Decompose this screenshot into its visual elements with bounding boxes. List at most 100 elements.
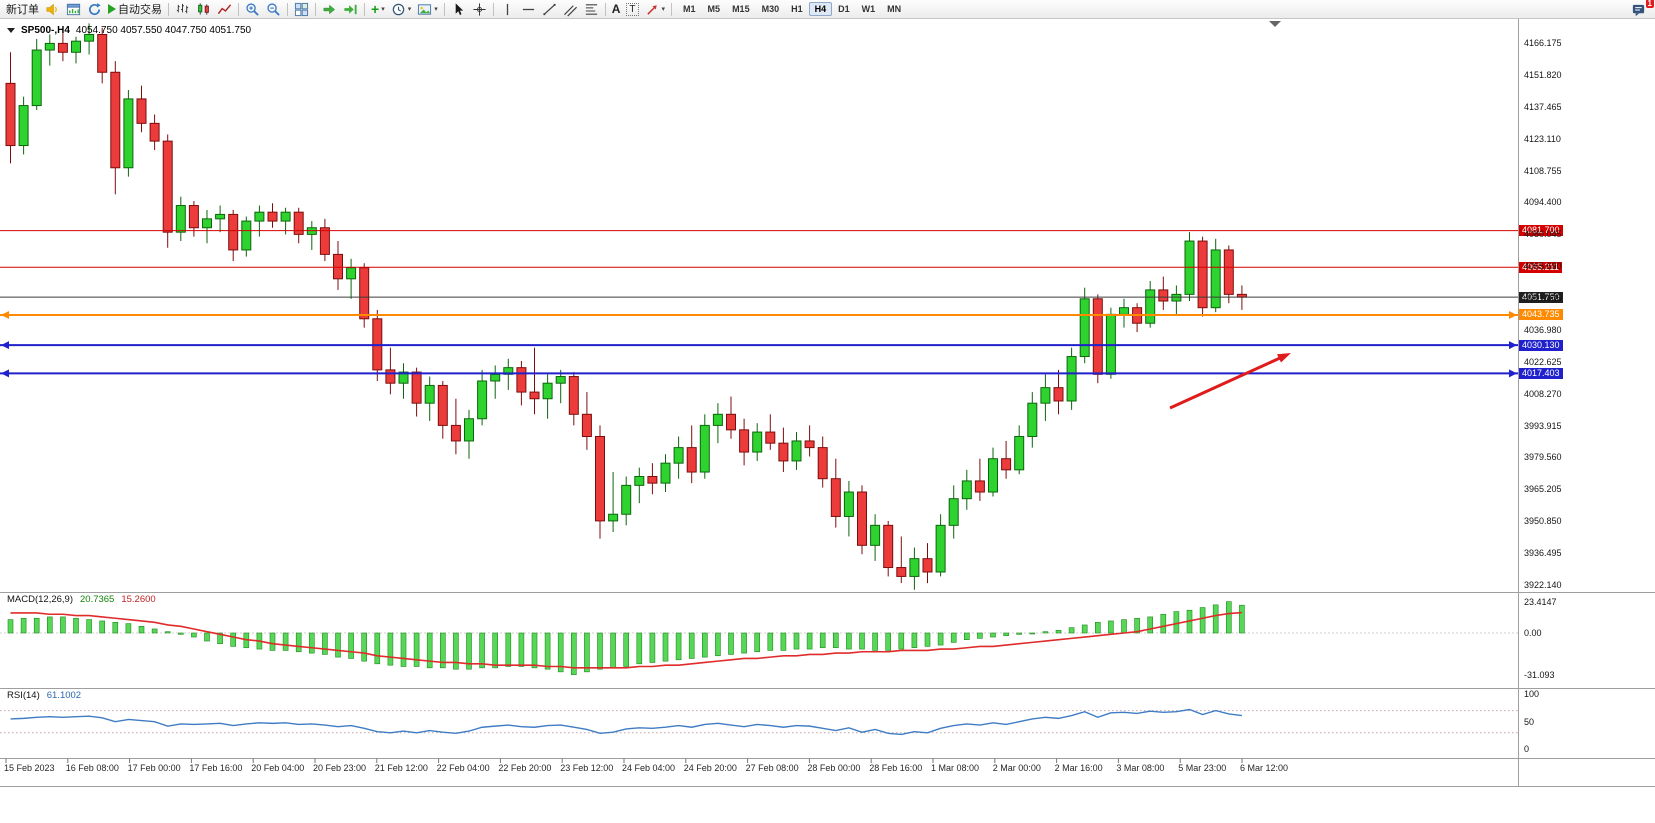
line-end-marker — [1509, 341, 1517, 350]
chart-shift-marker-icon[interactable] — [1269, 21, 1281, 27]
one-click-trading-icon[interactable] — [7, 28, 15, 33]
line-end-marker — [1, 369, 9, 378]
line-end-marker — [1, 310, 9, 319]
notification-badge: 1 — [1645, 0, 1654, 8]
new-order-button[interactable]: 新订单 — [3, 1, 42, 18]
text-button[interactable]: A — [609, 1, 624, 18]
cursor-icon — [455, 2, 463, 15]
channel-button[interactable] — [560, 1, 581, 18]
new-chart-icon — [66, 3, 81, 15]
macd-signal-line — [10, 611, 1242, 669]
text-label-button[interactable]: T — [623, 1, 641, 18]
toolbar-separator — [604, 2, 606, 16]
refresh-quotes-icon — [88, 2, 101, 15]
toolbar-separator — [492, 2, 494, 16]
horizontal-line-icon — [522, 8, 534, 10]
chart-shift-button[interactable] — [340, 1, 361, 18]
periods-clock-icon — [392, 3, 404, 15]
templates-icon — [418, 3, 432, 15]
arrows-button[interactable]: ▾ — [642, 1, 669, 18]
chevron-down-icon: ▾ — [407, 5, 412, 13]
toolbar-separator — [315, 2, 316, 16]
macd-histogram — [7, 601, 1245, 675]
auto-trading-button[interactable]: 自动交易 — [105, 1, 165, 18]
trendline-icon — [543, 3, 556, 15]
zoom-in-button[interactable] — [242, 1, 263, 18]
auto-trading-label: 自动交易 — [118, 4, 162, 16]
line-end-marker — [1509, 310, 1517, 319]
chart-symbol-period: SP500-,H4 — [21, 25, 70, 36]
macd-signal-value: 15.2600 — [121, 594, 156, 605]
toolbar-separator — [287, 2, 288, 16]
new-order-label: 新订单 — [6, 4, 39, 16]
line-chart-button[interactable] — [214, 1, 235, 18]
chevron-down-icon: ▾ — [381, 5, 385, 13]
vertical-line-button[interactable] — [497, 1, 518, 18]
chart-title-row: SP500-,H4 4054.750 4057.550 4047.750 405… — [7, 25, 251, 36]
macd-main-value: 20.7365 — [80, 594, 115, 605]
timeframe-mn[interactable]: MN — [887, 4, 902, 14]
trend-arrow-head — [1277, 353, 1291, 363]
chart-ohlc: 4054.750 4057.550 4047.750 4051.750 — [75, 25, 252, 36]
timeframe-group: M1 M5 M15 M30 H1 H4 D1 W1 MN — [677, 2, 907, 16]
fibonacci-icon — [585, 3, 597, 15]
timeframe-m15[interactable]: M15 — [732, 4, 750, 14]
chart-shift-icon — [344, 4, 357, 14]
candlestick-chart-icon — [198, 2, 209, 15]
toolbar-separator — [671, 2, 673, 16]
channel-icon — [563, 4, 577, 16]
arrows-icon — [646, 4, 657, 15]
autoscroll-button[interactable] — [319, 1, 340, 18]
timeframe-d1[interactable]: D1 — [838, 4, 850, 14]
auto-trading-icon — [108, 4, 116, 14]
toolbar-separator — [443, 2, 445, 16]
vertical-line-icon — [506, 3, 508, 15]
indicators-button[interactable]: + ▾ — [368, 1, 388, 18]
crosshair-button[interactable] — [469, 1, 490, 18]
toolbar-separator — [168, 2, 169, 16]
timeframe-h1[interactable]: H1 — [791, 4, 803, 14]
chevron-down-icon: ▾ — [661, 5, 666, 13]
rsi-label-row: RSI(14) 61.1002 — [7, 690, 81, 701]
rsi-name: RSI(14) — [7, 690, 40, 701]
fibonacci-button[interactable] — [581, 1, 602, 18]
autoscroll-icon — [323, 4, 336, 14]
macd-label-row: MACD(12,26,9) 20.7365 15.2600 — [7, 594, 156, 605]
templates-button[interactable]: ▾ — [414, 1, 441, 18]
new-chart-button[interactable] — [63, 1, 84, 18]
timeframe-m30[interactable]: M30 — [761, 4, 780, 14]
text-icon: A — [611, 2, 621, 16]
crosshair-icon — [473, 2, 486, 16]
zoom-out-button[interactable] — [263, 1, 284, 18]
text-label-icon: T — [626, 2, 639, 16]
trendline-button[interactable] — [539, 1, 560, 18]
timeframe-w1[interactable]: W1 — [861, 4, 876, 14]
refresh-quotes-button[interactable] — [84, 1, 105, 18]
notifications-icon — [1632, 4, 1645, 16]
timeframe-m5[interactable]: M5 — [707, 4, 721, 14]
candlestick-chart-button[interactable] — [193, 1, 214, 18]
bar-chart-button[interactable] — [172, 1, 193, 18]
rsi-value: 61.1002 — [46, 690, 82, 701]
toolbar-separator — [238, 2, 239, 16]
rsi-line — [10, 708, 1242, 736]
candlesticks — [5, 23, 1247, 590]
trend-arrow-annotation[interactable] — [1169, 356, 1281, 410]
zoom-in-icon — [246, 2, 259, 16]
main-toolbar: 新订单 自动交易 + ▾ ▾ ▾ A T ▾ M1 M5 M15 M30 H1 H4 D1 W1… — [0, 0, 1655, 19]
tile-windows-button[interactable] — [291, 1, 312, 18]
timeframe-m1[interactable]: M1 — [683, 4, 696, 14]
line-end-marker — [1, 341, 9, 350]
zoom-out-icon — [267, 2, 280, 16]
periods-button[interactable]: ▾ — [388, 1, 415, 18]
timeframe-h4[interactable]: H4 — [808, 2, 833, 16]
sound-alert-button[interactable] — [42, 1, 63, 18]
indicators-add-icon: + — [371, 1, 380, 17]
horizontal-line-button[interactable] — [518, 1, 539, 18]
notifications-button[interactable]: 1 — [1628, 0, 1654, 18]
line-chart-icon — [217, 3, 232, 14]
cursor-button[interactable] — [448, 1, 469, 18]
chevron-down-icon: ▾ — [434, 5, 438, 13]
bar-chart-icon — [176, 3, 189, 13]
